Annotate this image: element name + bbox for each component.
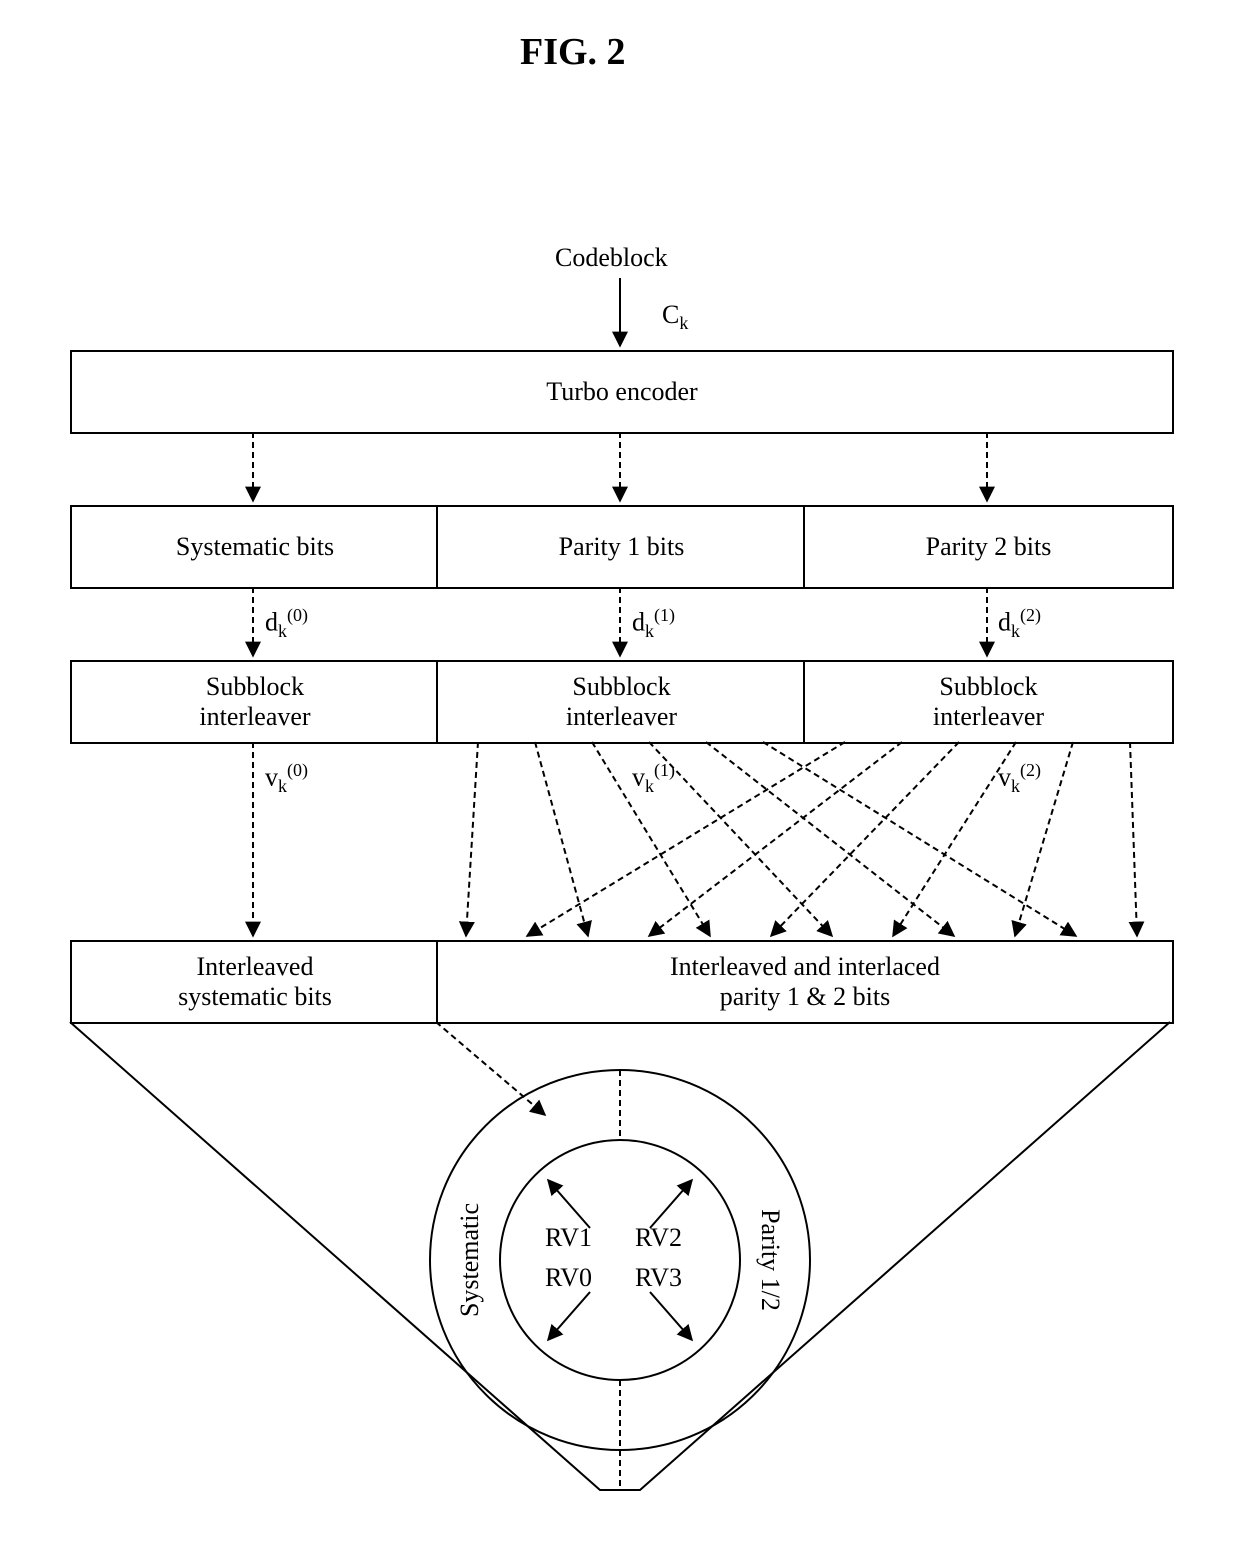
diagram-svg	[0, 0, 1240, 1567]
